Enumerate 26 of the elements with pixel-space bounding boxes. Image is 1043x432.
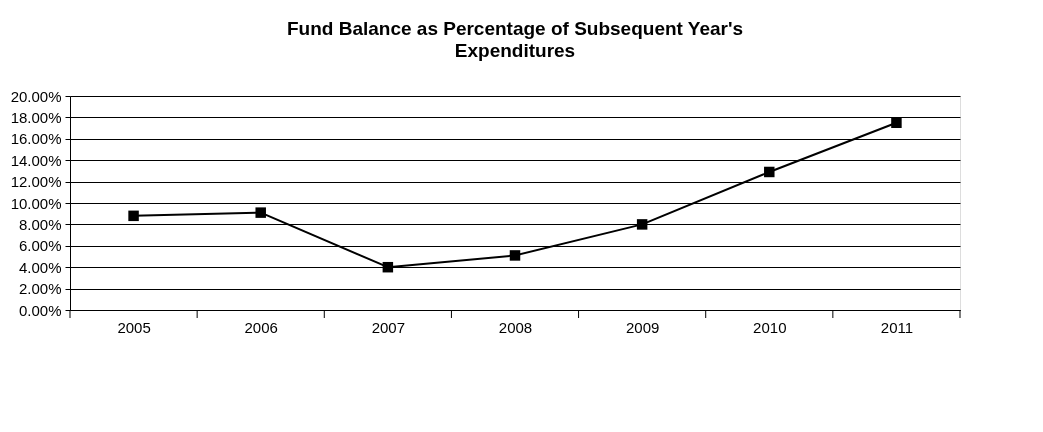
x-tick-label: 2006: [244, 318, 278, 336]
chart-title: Fund Balance as Percentage of Subsequent Year's Expenditures: [286, 18, 744, 61]
y-tick-label: 2.00%: [18, 280, 62, 298]
point: [128, 210, 139, 222]
y-tick-label: 20.00%: [10, 87, 62, 105]
y-tick-label: 18.00%: [10, 108, 62, 126]
y-tick-label: 8.00%: [18, 215, 62, 233]
point: [509, 250, 521, 261]
point: [764, 166, 775, 178]
x-tick-label: 2005: [117, 318, 151, 336]
point: [255, 207, 266, 218]
point: [636, 219, 648, 230]
x-tick-label: 2009: [625, 318, 660, 336]
y-tick-label: 16.00%: [10, 130, 62, 148]
x-tick-label: 2010: [753, 318, 787, 336]
x-tick-label: 2007: [371, 318, 406, 336]
y-tick-label: 6.00%: [18, 237, 62, 255]
point: [382, 261, 394, 273]
y-tick-label: 0.00%: [18, 301, 62, 319]
y-tick-label: 12.00%: [10, 173, 62, 191]
y-tick-label: 4.00%: [18, 258, 62, 276]
x-tick-label: 2011: [880, 318, 914, 336]
y-tick-label: 10.00%: [10, 194, 62, 212]
y-tick-label: 14.00%: [10, 151, 62, 169]
x-tick-label: 2008: [498, 318, 533, 336]
point: [891, 117, 902, 128]
